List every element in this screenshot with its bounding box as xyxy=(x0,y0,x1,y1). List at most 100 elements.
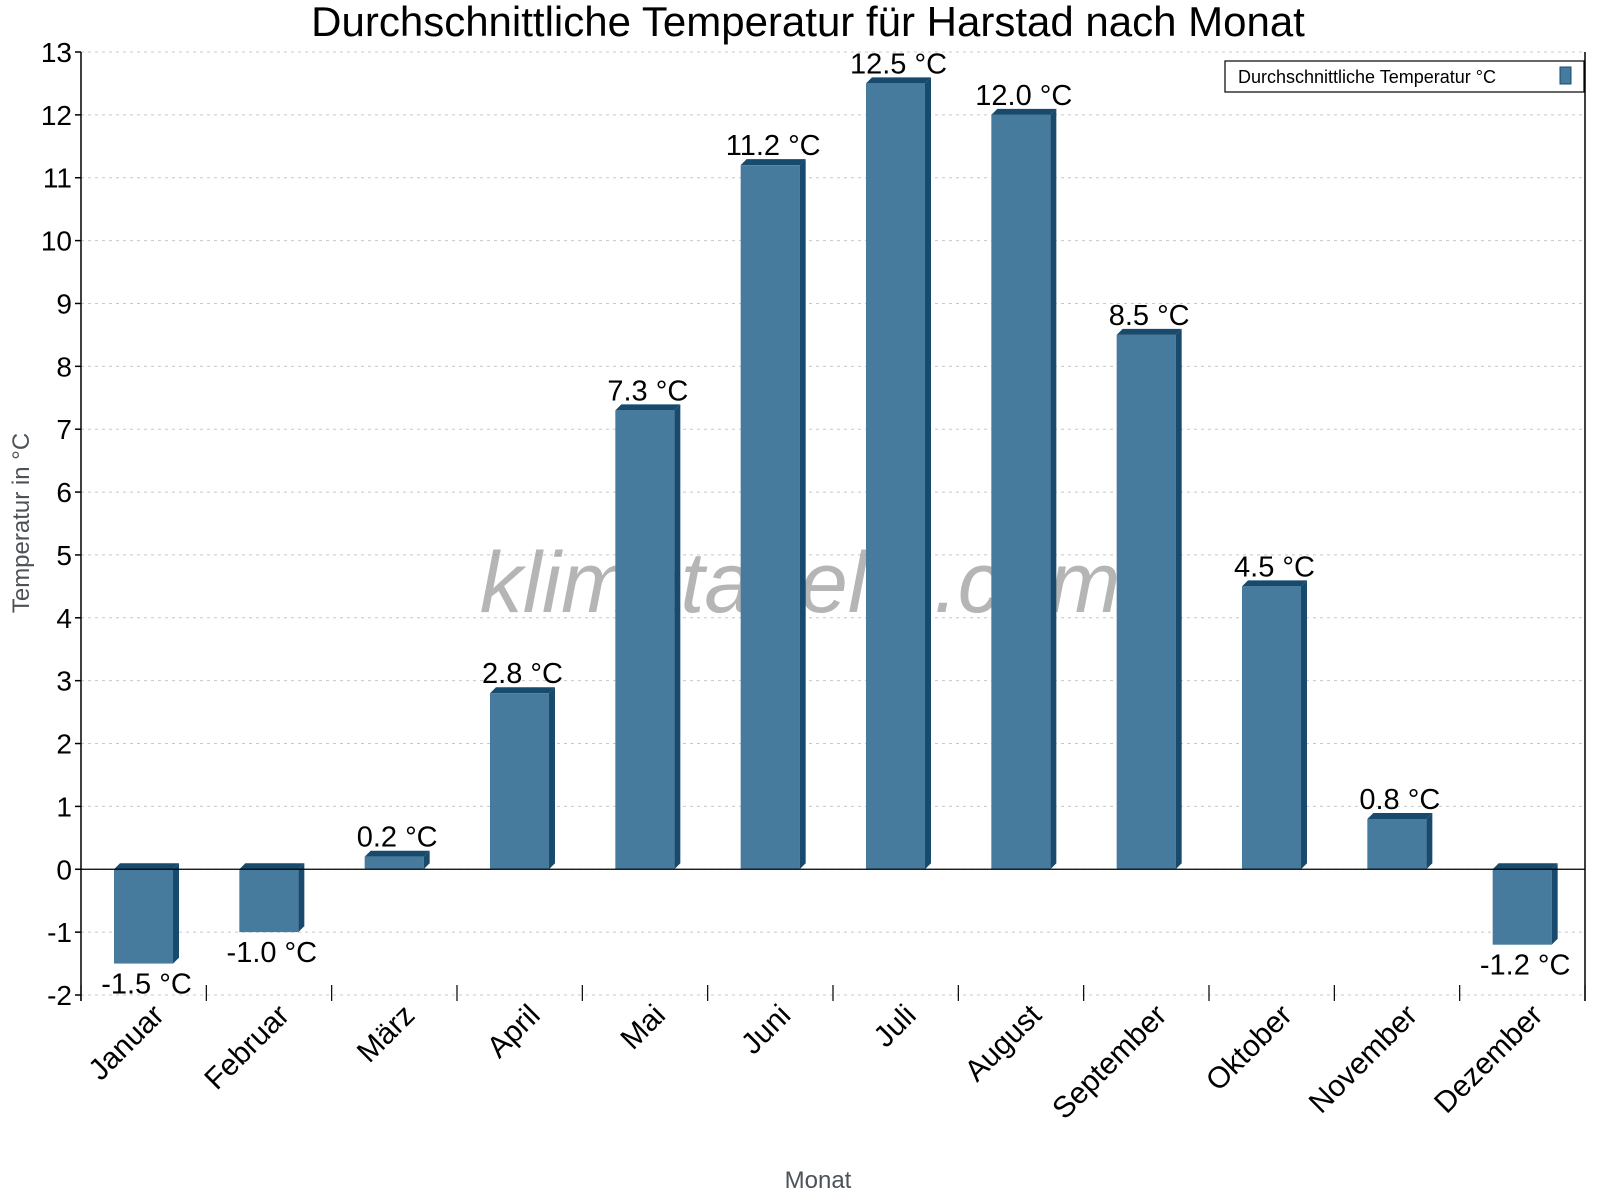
bar-side xyxy=(549,687,555,870)
bar-top xyxy=(866,77,931,84)
bar-side xyxy=(423,850,430,870)
bar-front xyxy=(490,693,549,870)
bar-front xyxy=(1242,586,1301,870)
bar-side xyxy=(674,404,681,870)
data-label: -1.5 °C xyxy=(101,969,192,1001)
bar-märz xyxy=(364,850,430,870)
y-tick-label: 1 xyxy=(56,791,72,822)
bar-februar xyxy=(239,863,305,933)
data-label: 0.2 °C xyxy=(357,822,438,854)
bar-top xyxy=(364,850,430,857)
axes xyxy=(75,51,1586,1001)
x-tick-label: Dezember xyxy=(1428,999,1549,1120)
x-tick-label: Februar xyxy=(198,999,296,1097)
bar-top xyxy=(740,159,806,166)
bar-top xyxy=(114,863,179,870)
bar-oktober xyxy=(1242,580,1307,870)
y-tick-label: 7 xyxy=(56,414,72,445)
bar-front xyxy=(1116,334,1176,870)
y-tick-label: 13 xyxy=(41,37,72,68)
y-tick-label: 9 xyxy=(56,288,72,319)
data-label: 4.5 °C xyxy=(1234,551,1315,583)
bar-mai xyxy=(615,404,681,870)
data-labels: -1.5 °C -1.0 °C 0.2 °C 2.8 °C 7.3 °C 11.2 °C 1… xyxy=(101,48,1570,1000)
legend-box xyxy=(1224,60,1585,93)
bar-juni xyxy=(740,159,806,870)
gridlines xyxy=(81,51,1585,996)
bar-side xyxy=(173,863,179,964)
x-tick-label: Mai xyxy=(614,999,672,1057)
x-axis-label: Monat xyxy=(785,1167,852,1194)
data-label: 7.3 °C xyxy=(607,375,688,407)
bar-juli xyxy=(866,77,931,870)
bars xyxy=(114,77,1558,964)
bar-top xyxy=(615,404,681,411)
bar-front xyxy=(615,410,675,870)
legend-swatch xyxy=(1559,66,1572,85)
bar-side xyxy=(799,159,806,870)
bar-front xyxy=(114,869,173,964)
bar-side xyxy=(1050,108,1057,870)
y-tick-label: 2 xyxy=(56,729,72,760)
x-tick-label: November xyxy=(1303,999,1424,1120)
bar-side xyxy=(1426,812,1433,870)
data-label: 11.2 °C xyxy=(726,130,821,162)
bar-front xyxy=(364,856,424,870)
data-label: 12.5 °C xyxy=(850,48,947,80)
y-tick-label: 11 xyxy=(43,163,72,194)
bar-side xyxy=(1551,863,1558,945)
y-tick-label: 3 xyxy=(56,666,72,697)
bar-side xyxy=(1301,580,1307,870)
data-label: 12.0 °C xyxy=(975,80,1072,112)
x-tick-label: August xyxy=(959,998,1049,1088)
y-tick-label: 10 xyxy=(41,226,72,257)
bar-top xyxy=(490,687,555,694)
data-label: 8.5 °C xyxy=(1109,300,1190,332)
bar-front xyxy=(740,165,800,870)
chart-title: Durchschnittliche Temperatur für Harstad… xyxy=(311,0,1305,45)
bar-november xyxy=(1367,812,1433,870)
data-label: 0.8 °C xyxy=(1359,784,1440,816)
y-tick-label: 0 xyxy=(56,854,72,885)
y-tick-label: -1 xyxy=(47,917,72,948)
y-tick-label: 6 xyxy=(56,477,72,508)
y-axis-label: Temperatur in °C xyxy=(8,433,35,613)
data-label: -1.0 °C xyxy=(227,937,318,969)
bar-top xyxy=(991,108,1057,115)
bar-front xyxy=(1492,869,1552,945)
bar-front xyxy=(991,114,1051,870)
x-tick-label: September xyxy=(1046,999,1173,1126)
bar-front xyxy=(1367,818,1427,870)
y-tick-label: 5 xyxy=(56,540,72,571)
y-tick-label: 4 xyxy=(56,603,72,634)
bar-top xyxy=(1367,812,1433,819)
y-tick-label: 8 xyxy=(56,351,72,382)
bar-august xyxy=(991,108,1057,870)
y-tick-label: 12 xyxy=(41,100,72,131)
bar-top xyxy=(1116,328,1182,335)
legend: Durchschnittliche Temperatur °C xyxy=(1224,60,1585,93)
bar-april xyxy=(490,687,555,870)
x-tick-label: Oktober xyxy=(1200,999,1299,1098)
legend-label: Durchschnittliche Temperatur °C xyxy=(1238,67,1496,87)
bar-side xyxy=(298,863,305,933)
data-label: -1.2 °C xyxy=(1480,950,1571,982)
x-tick-labels: Januar Februar März April Mai Juni Juli AugustS… xyxy=(82,998,1549,1126)
bar-front xyxy=(239,869,299,933)
data-label: 2.8 °C xyxy=(482,658,563,690)
x-tick-label: März xyxy=(351,999,421,1069)
x-tick-label: Januar xyxy=(82,999,170,1087)
x-tick-label: Juli xyxy=(867,999,922,1054)
bar-top xyxy=(1242,580,1307,587)
bar-side xyxy=(925,77,931,870)
y-tick-label: -2 xyxy=(47,980,72,1011)
x-tick-label: April xyxy=(481,999,547,1065)
bar-side xyxy=(1175,328,1182,870)
bar-top xyxy=(239,863,305,870)
bar-januar xyxy=(114,863,179,964)
bar-september xyxy=(1116,328,1182,870)
bar-front xyxy=(866,83,925,870)
x-tick-label: Juni xyxy=(735,999,797,1061)
